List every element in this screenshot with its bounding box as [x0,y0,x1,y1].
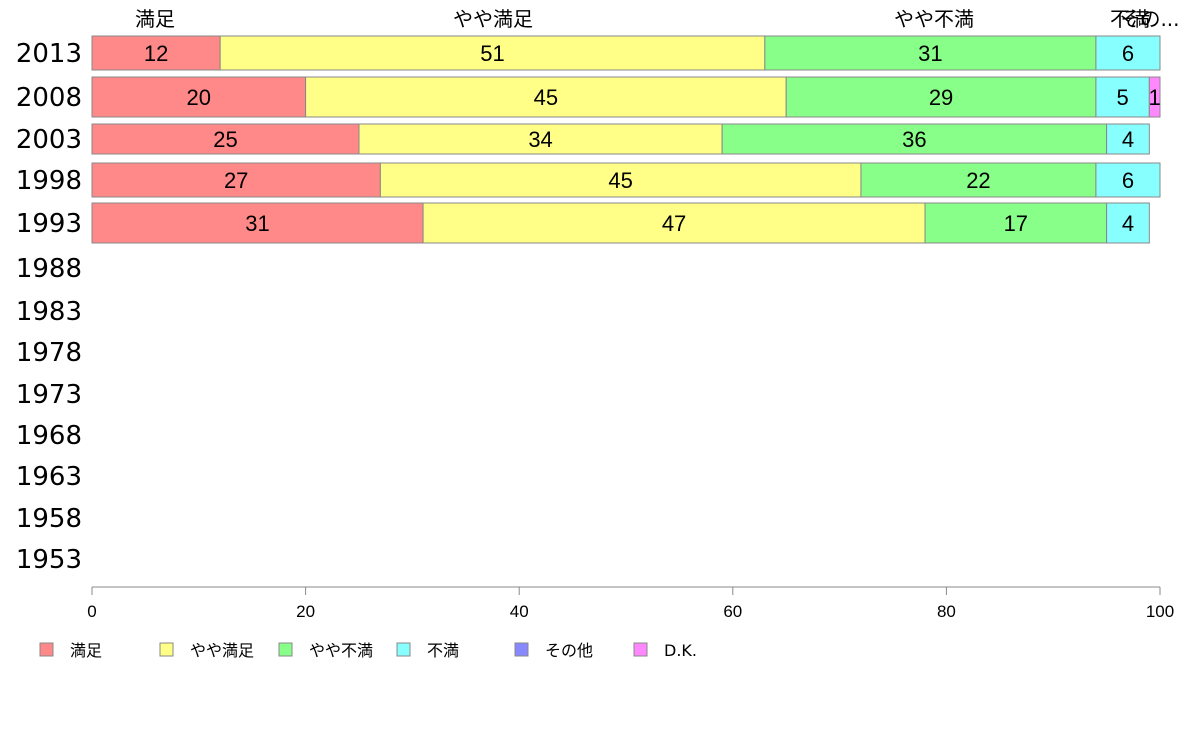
bar-1998-やや不満 [860,162,1097,198]
bar-2008-やや満足 [305,76,787,118]
value-label-2008-やや満足: 45 [534,85,558,110]
legend-label-D.K.: D.K. [664,641,697,660]
value-label-2013-やや不満: 31 [918,41,942,66]
value-label-2013-満足: 12 [144,41,168,66]
bar-2003-満足 [91,123,360,155]
value-label-2003-やや満足: 34 [528,127,552,152]
top-series-labels: 満足 やや満足 やや不満 不満その... [135,7,1180,31]
value-label-2008-やや不満: 29 [929,85,953,110]
bar-1993-やや不満 [924,202,1108,244]
legend-swatch-満足 [39,642,54,657]
year-label-1993: 1993 [16,209,82,239]
bar-1998-不満 [1095,162,1161,198]
bar-2008-やや不満 [785,76,1097,118]
year-label-1953: 1953 [16,545,82,575]
legend-label-やや満足: やや満足 [190,641,254,660]
value-label-2008-不満: 5 [1116,85,1128,110]
value-label-2013-不満: 6 [1122,41,1134,66]
year-label-2013: 2013 [16,39,82,69]
top-label-1: やや満足 [453,7,533,31]
value-label-2008-D.K.: 1 [1149,85,1161,110]
value-label-1998-満足: 27 [224,168,248,193]
value-label-1998-やや不満: 22 [966,168,990,193]
x-tick-label-0: 0 [87,602,96,621]
top-label-4: その... [1120,7,1179,31]
year-label-1958: 1958 [16,504,82,534]
value-label-1993-満足: 31 [245,211,269,236]
x-tick-label-60: 60 [723,602,742,621]
top-label-3: 不満 [1110,7,1150,31]
value-label-1993-やや満足: 47 [662,211,686,236]
bar-2013-やや不満 [764,35,1097,71]
bar-2013-満足 [91,35,221,71]
value-label-2003-不満: 4 [1122,127,1134,152]
bars: 12 51 31 6 20 45 29 5 1 25 34 36 4 27 45 22 6 31 47 17 4 [91,35,1161,244]
legend-swatch-その他 [514,642,529,657]
bar-2003-不満 [1106,123,1150,155]
bar-2008-不満 [1095,76,1150,118]
legend-swatch-やや不満 [278,642,293,657]
x-tick-label-100: 100 [1146,602,1174,621]
year-label-2003: 2003 [16,125,82,155]
value-label-2003-満足: 25 [213,127,237,152]
year-label-1973: 1973 [16,380,82,410]
value-label-1998-不満: 6 [1122,168,1134,193]
year-label-1998: 1998 [16,166,82,196]
x-axis: 0 20 40 60 80 100 [87,586,1174,621]
value-label-1998-やや満足: 45 [608,168,632,193]
x-tick-label-80: 80 [937,602,956,621]
bar-2013-不満 [1095,35,1161,71]
year-label-1968: 1968 [16,421,82,451]
year-label-1978: 1978 [16,338,82,368]
legend-label-不満: 不満 [427,641,459,660]
bar-1993-不満 [1106,202,1150,244]
x-tick-label-20: 20 [296,602,315,621]
value-label-2013-やや満足: 51 [480,41,504,66]
bar-1998-やや満足 [379,162,862,198]
bar-1993-満足 [91,202,424,244]
legend: 満足 やや満足 やや不満 不満 その他 D.K. [39,641,697,660]
bar-2003-やや不満 [721,123,1108,155]
year-label-1988: 1988 [16,254,82,284]
bar-2003-やや満足 [358,123,723,155]
bar-2013-やや満足 [219,35,766,71]
year-labels: 2013 2008 2003 1998 1993 1988 1983 1978 1973 1968… [16,39,82,575]
value-label-2003-やや不満: 36 [902,127,926,152]
value-label-1993-不満: 4 [1122,211,1134,236]
value-label-2008-満足: 20 [187,85,211,110]
legend-label-やや不満: やや不満 [309,641,373,660]
top-label-2: やや不満 [894,7,974,31]
value-label-1993-やや不満: 17 [1004,211,1028,236]
bar-2008-満足 [91,76,307,118]
bar-1993-やや満足 [422,202,926,244]
legend-label-満足: 満足 [70,641,102,660]
bar-2008-D.K. [1148,76,1161,118]
legend-swatch-D.K. [633,642,648,657]
x-tick-label-40: 40 [510,602,529,621]
legend-swatch-やや満足 [159,642,174,657]
year-label-1983: 1983 [16,297,82,327]
top-label-0: 満足 [135,7,175,31]
year-label-1963: 1963 [16,462,82,492]
year-label-2008: 2008 [16,83,82,113]
legend-label-その他: その他 [545,641,593,660]
legend-swatch-不満 [396,642,411,657]
